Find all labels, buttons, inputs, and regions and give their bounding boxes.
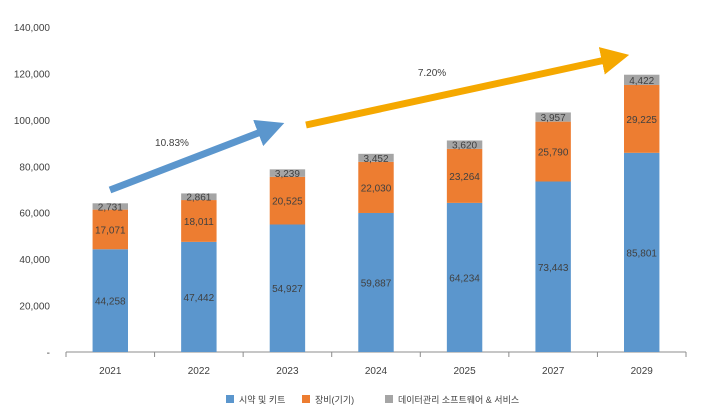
bar-segment — [358, 153, 394, 162]
bar-segment — [92, 209, 128, 250]
y-tick-label: 100,000 — [14, 116, 51, 127]
data-label: 29,225 — [626, 115, 657, 126]
data-label: 18,011 — [184, 217, 214, 228]
bar-segment — [535, 112, 571, 122]
x-axis: 2021 2022 2023 2024 2025 2027 2029 — [65, 351, 687, 377]
y-tick-label: 20,000 — [19, 302, 50, 313]
y-tick-label: 80,000 — [19, 162, 50, 173]
data-label: 23,264 — [449, 172, 480, 183]
data-label: 22,030 — [361, 183, 392, 194]
x-tick-label: 2021 — [99, 366, 122, 377]
data-label: 44,258 — [95, 297, 126, 308]
growth-rate-label: 7.20% — [418, 68, 446, 79]
bar-segment — [446, 148, 483, 203]
legend-label: 장비(기기) — [315, 395, 354, 405]
y-tick-label: 140,000 — [14, 23, 51, 34]
bar-segment — [181, 200, 217, 242]
bar-segment — [446, 140, 483, 149]
bar-segment — [181, 241, 217, 352]
data-label: 3,620 — [452, 141, 477, 152]
bar-segment — [92, 249, 128, 352]
bar-segment — [92, 203, 128, 210]
legend-swatch — [385, 395, 393, 403]
data-label: 2,731 — [98, 202, 123, 213]
bar-segment — [446, 202, 483, 352]
legend-label: 시약 및 키트 — [239, 394, 285, 405]
growth-rate-label: 10.83% — [155, 138, 189, 149]
bar-segment — [269, 176, 306, 225]
growth-arrow — [108, 119, 285, 194]
data-label: 73,443 — [538, 263, 569, 274]
bar-segment — [535, 121, 571, 182]
data-label: 47,442 — [184, 293, 215, 304]
y-tick-label: 40,000 — [19, 255, 50, 266]
data-label: 3,957 — [541, 113, 566, 124]
data-label: 59,887 — [361, 278, 392, 289]
data-label: 4,422 — [629, 76, 654, 87]
y-tick-label: - — [47, 348, 50, 359]
bar-segment — [624, 84, 660, 153]
bar-segment — [358, 161, 394, 213]
bar-segment — [358, 212, 394, 352]
data-label: 85,801 — [626, 248, 657, 259]
data-label: 54,927 — [272, 284, 303, 295]
bar-stack-group: 44,258 17,071 2,731 47,442 18,011 2,861 54,927… — [92, 74, 660, 352]
data-label: 25,790 — [538, 148, 569, 159]
growth-annotations: 10.83% 7.20% — [108, 47, 630, 194]
x-tick-label: 2025 — [453, 366, 476, 377]
bar-segment — [269, 169, 306, 177]
y-tick-label: 60,000 — [19, 209, 50, 220]
bar-segment — [269, 224, 306, 352]
x-tick-label: 2023 — [276, 366, 299, 377]
legend-label: 데이터관리 소프트웨어 & 서비스 — [398, 394, 519, 405]
bar-segment — [624, 74, 660, 85]
data-label: 20,525 — [272, 197, 303, 208]
x-tick-label: 2024 — [365, 366, 388, 377]
growth-arrow — [305, 47, 630, 129]
bar-segment — [181, 193, 217, 201]
data-label: 2,861 — [186, 193, 211, 204]
legend-swatch — [302, 395, 310, 403]
data-label: 64,234 — [449, 273, 480, 284]
x-tick-label: 2029 — [631, 366, 654, 377]
legend-swatch — [226, 395, 234, 403]
y-axis: - 20,000 40,000 60,000 80,000 100,000 120,000 1… — [14, 23, 51, 359]
y-tick-label: 120,000 — [14, 69, 51, 80]
data-label: 17,071 — [95, 225, 126, 236]
data-label: 3,239 — [275, 169, 300, 180]
x-tick-label: 2022 — [188, 366, 211, 377]
data-label: 3,452 — [363, 154, 388, 165]
bar-segment — [535, 181, 571, 352]
x-tick-label: 2027 — [542, 366, 565, 377]
legend: 시약 및 키트 장비(기기) 데이터관리 소프트웨어 & 서비스 — [226, 394, 519, 405]
bar-segment — [624, 152, 660, 352]
